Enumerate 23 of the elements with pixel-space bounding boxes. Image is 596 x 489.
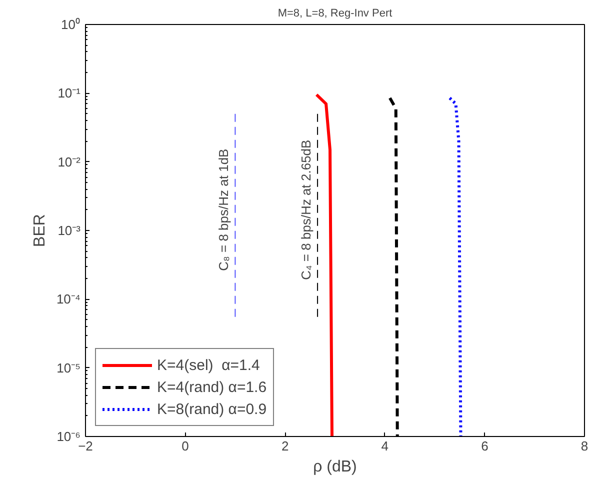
x-tick-label: 2 [281,438,289,454]
x-tick-label: −2 [78,438,93,454]
y-tick-label: 10⁰ [61,17,81,32]
chart-title: M=8, L=8, Reg-Inv Pert [278,8,392,20]
y-tick-label: 10⁻² [58,154,82,170]
legend-label: K=8(rand) α=0.9 [157,400,267,418]
x-tick-label: 0 [182,438,189,454]
annotation: C₄ = 8 bps/Hz at 2.65dB [298,140,314,280]
line-series [315,93,334,436]
y-tick-label: 10⁻⁵ [56,360,81,376]
line-series [448,96,462,436]
y-axis-title: BER [31,214,48,247]
x-tick-label: 4 [381,438,389,454]
y-tick-label: 10⁻³ [58,223,82,238]
x-tick-label: 6 [481,438,488,454]
y-tick-label: 10⁻¹ [58,86,82,101]
y-tick-label: 10⁻⁶ [56,429,80,444]
y-tick-label: 10⁻⁴ [56,292,80,307]
x-axis-title: ρ (dB) [313,458,357,476]
legend-label: K=4(rand) α=1.6 [157,378,267,396]
annotation: C₈ = 8 bps/Hz at 1dB [216,148,232,271]
legend-label: K=4(sel) α=1.4 [157,356,260,374]
x-tick-label: 8 [580,438,588,454]
